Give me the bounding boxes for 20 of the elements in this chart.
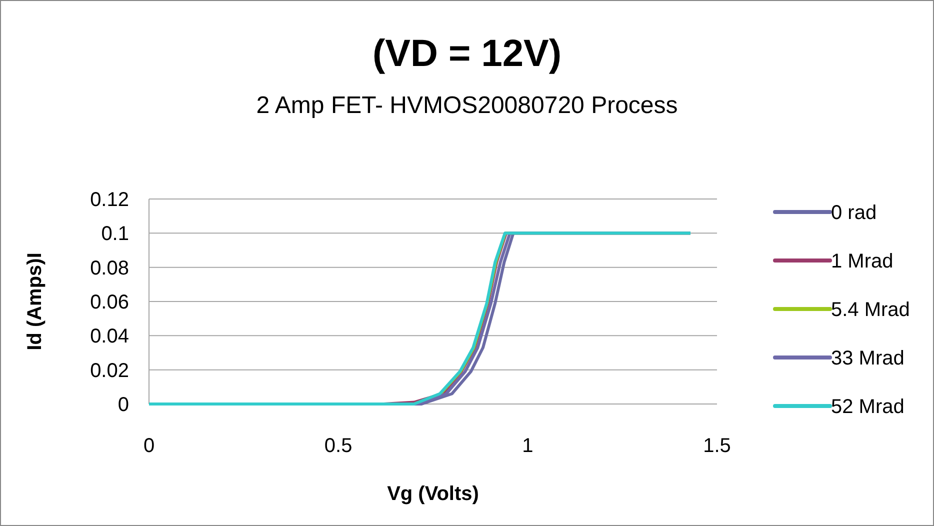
y-axis-title: Id (Amps)I bbox=[24, 252, 46, 350]
x-tick-label: 1 bbox=[522, 435, 534, 457]
y-tick-label: 0.08 bbox=[90, 257, 129, 280]
legend-label: 1 Mrad bbox=[831, 250, 894, 272]
y-tick-label: 0.04 bbox=[90, 326, 129, 348]
x-axis-title: Vg (Volts) bbox=[387, 483, 479, 505]
y-tick-label: 0.06 bbox=[90, 292, 129, 314]
x-tick-label: 0.5 bbox=[324, 435, 352, 457]
legend-label: 52 Mrad bbox=[831, 396, 904, 418]
chart-title: (VD = 12V) bbox=[372, 33, 562, 75]
legend-label: 5.4 Mrad bbox=[831, 299, 910, 321]
chart-subtitle: 2 Amp FET- HVMOS20080720 Process bbox=[256, 92, 678, 119]
y-tick-label: 0 bbox=[118, 394, 129, 416]
legend-label: 0 rad bbox=[831, 202, 877, 224]
y-tick-label: 0.12 bbox=[90, 189, 129, 211]
y-tick-label: 0.02 bbox=[90, 360, 129, 382]
y-tick-label: 0.1 bbox=[101, 223, 129, 246]
x-tick-label: 1.5 bbox=[703, 435, 731, 457]
legend-label: 33 Mrad bbox=[831, 348, 904, 370]
x-tick-label: 0 bbox=[143, 435, 155, 457]
